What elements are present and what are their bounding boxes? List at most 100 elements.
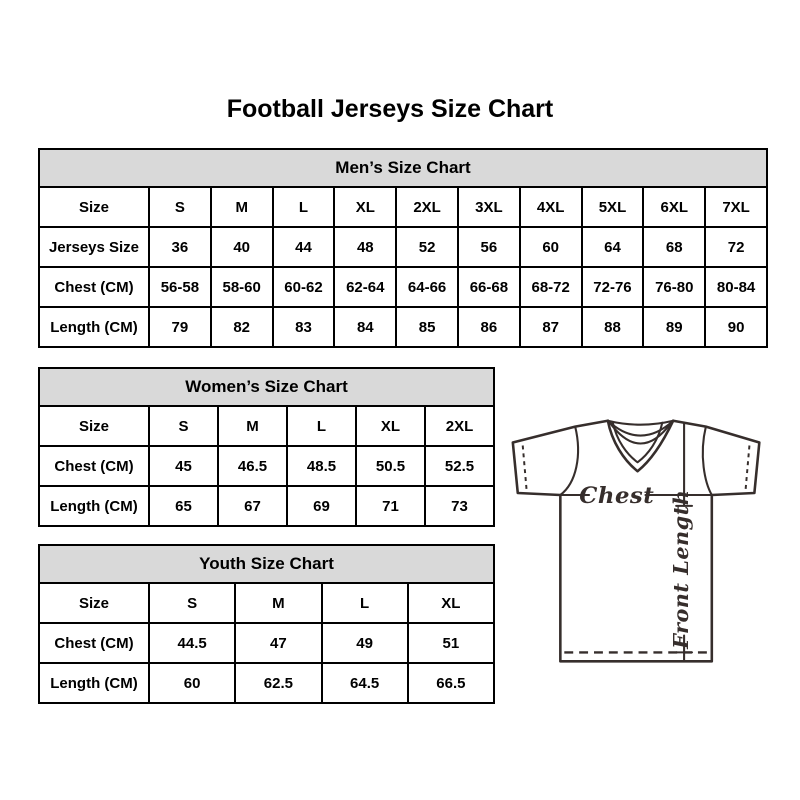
data-cell: 50.5: [355, 445, 426, 487]
data-cell: 2XL: [424, 405, 495, 447]
table-row: Jerseys Size 36 40 44 48 52 56 60 64 68 72: [38, 226, 768, 268]
collar-top-edge: [606, 419, 675, 426]
data-cell: 72: [704, 226, 768, 268]
data-cell: M: [234, 582, 323, 624]
data-cell: 5XL: [580, 186, 645, 228]
womens-table-title: Women’s Size Chart: [38, 367, 495, 407]
right-cuff-stitch-line: [744, 445, 751, 492]
row-header-cell: Size: [38, 186, 150, 228]
data-cell: 69: [286, 485, 357, 527]
data-cell: XL: [406, 582, 496, 624]
table-title-row: Women’s Size Chart: [38, 367, 495, 407]
data-cell: 80-84: [704, 266, 768, 308]
data-cell: 62.5: [234, 662, 323, 704]
data-cell: 56: [456, 226, 521, 268]
data-cell: 72-76: [580, 266, 645, 308]
data-cell: 45: [148, 445, 219, 487]
data-cell: L: [286, 405, 357, 447]
mens-table-title: Men’s Size Chart: [38, 148, 768, 188]
row-header-cell: Size: [38, 582, 150, 624]
data-cell: 73: [424, 485, 495, 527]
data-cell: 79: [148, 306, 212, 348]
data-cell: 82: [209, 306, 274, 348]
data-cell: 60-62: [271, 266, 336, 308]
left-cuff-stitch-line: [521, 445, 528, 492]
data-cell: 66-68: [456, 266, 521, 308]
data-cell: 62-64: [333, 266, 398, 308]
data-cell: 64: [580, 226, 645, 268]
data-cell: 4XL: [518, 186, 583, 228]
data-cell: 56-58: [148, 266, 212, 308]
data-cell: 64.5: [320, 662, 409, 704]
data-cell: 44.5: [147, 622, 237, 664]
data-cell: M: [209, 186, 274, 228]
data-cell: 89: [642, 306, 707, 348]
data-cell: 40: [209, 226, 274, 268]
data-cell: XL: [355, 405, 426, 447]
chest-label: Chest: [579, 483, 654, 509]
right-armhole-seam: [701, 425, 713, 497]
data-cell: 36: [148, 226, 212, 268]
row-header-cell: Size: [38, 405, 150, 447]
data-cell: 76-80: [642, 266, 707, 308]
data-cell: 46.5: [217, 445, 288, 487]
table-row: Length (CM) 65 67 69 71 73: [38, 485, 495, 527]
row-header-cell: Chest (CM): [38, 445, 150, 487]
table-title-row: Men’s Size Chart: [38, 148, 768, 188]
table-row: Size S M L XL 2XL 3XL 4XL 5XL 6XL 7XL: [38, 186, 768, 228]
front-length-label: Front Length: [668, 490, 693, 650]
data-cell: 88: [580, 306, 645, 348]
data-cell: 84: [333, 306, 398, 348]
left-armhole-seam: [559, 425, 579, 497]
table-row: Size S M L XL: [38, 582, 496, 624]
data-cell: 68-72: [518, 266, 583, 308]
page-title: Football Jerseys Size Chart: [226, 95, 554, 123]
data-cell: 47: [234, 622, 323, 664]
table-row: Chest (CM) 44.5 47 49 51: [38, 622, 496, 664]
data-cell: M: [217, 405, 288, 447]
data-cell: 68: [642, 226, 707, 268]
table-row: Length (CM) 79 82 83 84 85 86 87 88 89 90: [38, 306, 768, 348]
table-row: Chest (CM) 56-58 58-60 60-62 62-64 64-66 66-68…: [38, 266, 768, 308]
data-cell: 48: [333, 226, 398, 268]
data-cell: 90: [704, 306, 768, 348]
data-cell: 44: [271, 226, 336, 268]
data-cell: L: [320, 582, 409, 624]
data-cell: 3XL: [456, 186, 521, 228]
data-cell: 85: [395, 306, 459, 348]
data-cell: 66.5: [406, 662, 496, 704]
jersey-measurement-diagram: Chest Front Length: [511, 419, 761, 663]
table-row: Size S M L XL 2XL: [38, 405, 495, 447]
youth-table-title: Youth Size Chart: [38, 544, 495, 584]
data-cell: 64-66: [395, 266, 459, 308]
youth-size-table: Youth Size Chart Size S M L XL Chest (CM) 44.5…: [38, 544, 496, 704]
data-cell: 2XL: [395, 186, 459, 228]
data-cell: XL: [333, 186, 398, 228]
row-header-cell: Length (CM): [38, 485, 150, 527]
womens-size-table: Women’s Size Chart Size S M L XL 2XL Chest (CM…: [38, 367, 495, 527]
data-cell: 65: [148, 485, 219, 527]
data-cell: 71: [355, 485, 426, 527]
data-cell: 86: [456, 306, 521, 348]
row-header-cell: Length (CM): [38, 306, 150, 348]
table-row: Length (CM) 60 62.5 64.5 66.5: [38, 662, 496, 704]
row-header-cell: Jerseys Size: [38, 226, 150, 268]
data-cell: 49: [320, 622, 409, 664]
data-cell: L: [271, 186, 336, 228]
data-cell: 6XL: [642, 186, 707, 228]
table-row: Chest (CM) 45 46.5 48.5 50.5 52.5: [38, 445, 495, 487]
data-cell: 7XL: [704, 186, 768, 228]
data-cell: S: [148, 186, 212, 228]
row-header-cell: Chest (CM): [38, 266, 150, 308]
vneck-inner: [611, 421, 664, 464]
data-cell: 52.5: [424, 445, 495, 487]
data-cell: S: [148, 405, 219, 447]
row-header-cell: Length (CM): [38, 662, 150, 704]
data-cell: 83: [271, 306, 336, 348]
data-cell: 60: [518, 226, 583, 268]
jersey-outline: [511, 419, 761, 663]
data-cell: S: [147, 582, 237, 624]
data-cell: 60: [147, 662, 237, 704]
data-cell: 48.5: [286, 445, 357, 487]
